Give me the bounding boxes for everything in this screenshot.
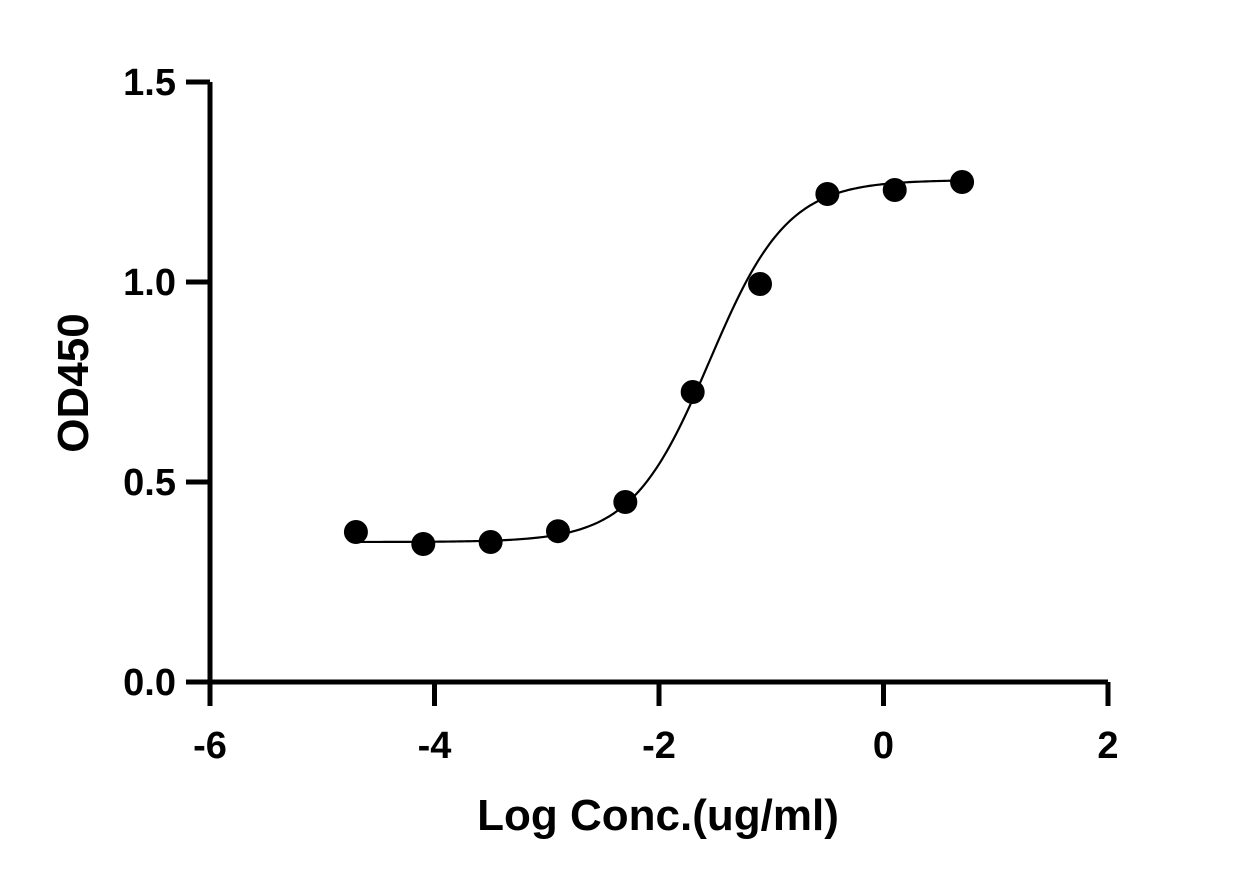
x-tick-label: -6	[193, 725, 227, 767]
data-point	[748, 272, 773, 296]
data-point	[411, 532, 436, 556]
x-tick-label: 0	[873, 725, 894, 767]
data-point	[882, 178, 907, 202]
tick-labels: 0.0 0.5 1.0 1.5 -6 -4 -2 0 2	[123, 62, 1118, 767]
y-axis-label: OD450	[49, 313, 98, 452]
data-point	[545, 519, 570, 544]
x-tick-label: -2	[642, 725, 676, 767]
data-point	[343, 520, 368, 544]
data-point	[478, 530, 503, 554]
y-tick-label: 0.5	[123, 462, 176, 504]
y-tick-label: 1.5	[123, 62, 176, 104]
fit-curve	[355, 179, 963, 544]
data-point	[613, 490, 638, 514]
x-axis-label: Log Conc.(ug/ml)	[477, 791, 839, 840]
y-tick-label: 1.0	[123, 262, 176, 304]
data-point	[680, 380, 705, 404]
x-tick-label: 2	[1097, 725, 1118, 767]
x-tick-label: -4	[418, 725, 452, 767]
y-tick-label: 0.0	[123, 662, 176, 704]
axes	[186, 79, 1111, 706]
data-points	[343, 170, 975, 556]
data-point	[950, 170, 975, 194]
data-point	[815, 182, 840, 206]
